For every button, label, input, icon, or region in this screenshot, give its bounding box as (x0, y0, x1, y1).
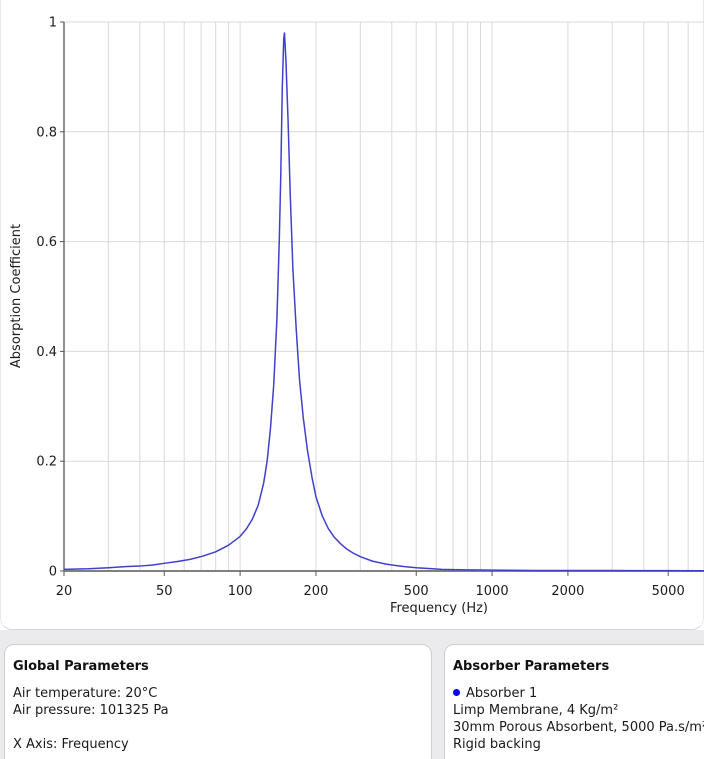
global-parameters-title: Global Parameters (13, 659, 149, 674)
absorber-backing: Rigid backing (453, 737, 541, 752)
absorber-legend-label: Absorber 1 (466, 686, 538, 701)
y-axis-title: Absorption Coefficient (9, 224, 24, 368)
x-tick-label: 20 (56, 584, 73, 599)
x-tick-label: 5000 (652, 584, 685, 599)
absorber-parameters-panel: Absorber Parameters Absorber 1 Limp Memb… (444, 644, 704, 759)
absorber-parameters-title: Absorber Parameters (453, 659, 610, 674)
y-tick-label: 0 (49, 565, 57, 580)
x-tick-label: 2000 (551, 584, 584, 599)
absorption-coefficient-chart: 0 0.2 0.4 0.6 0.8 1 20 50 100 200 500 1000 2000 5000 F… (9, 16, 704, 616)
parameters-section: Global Parameters Air temperature: 20°C … (0, 630, 704, 759)
x-tick-label: 100 (228, 584, 253, 599)
x-tick-label: 500 (404, 584, 429, 599)
curve-absorber-1 (63, 32, 704, 572)
absorber-layer-porous: 30mm Porous Absorbent, 5000 Pa.s/m² (453, 720, 704, 735)
absorber-layer-membrane: Limp Membrane, 4 Kg/m² (453, 703, 619, 718)
y-tick-label: 0.4 (36, 345, 57, 360)
y-tick-label: 1 (49, 16, 57, 31)
x-tick-label: 1000 (476, 584, 509, 599)
absorber-legend-line: Absorber 1 (453, 685, 704, 702)
x-tick-label: 50 (156, 584, 173, 599)
y-tick-label: 0.8 (36, 125, 57, 140)
x-axis-title: Frequency (Hz) (390, 601, 488, 616)
chart-card: 0 0.2 0.4 0.6 0.8 1 20 50 100 200 500 1000 2000 5000 F… (0, 0, 704, 630)
x-axis-setting: X Axis: Frequency (13, 737, 129, 752)
air-pressure-value: Air pressure: 101325 Pa (13, 703, 169, 718)
x-tick-label: 200 (304, 584, 329, 599)
y-tick-label: 0.6 (36, 235, 57, 250)
air-temperature-value: Air temperature: 20°C (13, 686, 158, 701)
absorber-1-legend-dot-icon (453, 689, 460, 696)
y-tick-label: 0.2 (36, 455, 57, 470)
global-parameters-panel: Global Parameters Air temperature: 20°C … (4, 644, 432, 759)
